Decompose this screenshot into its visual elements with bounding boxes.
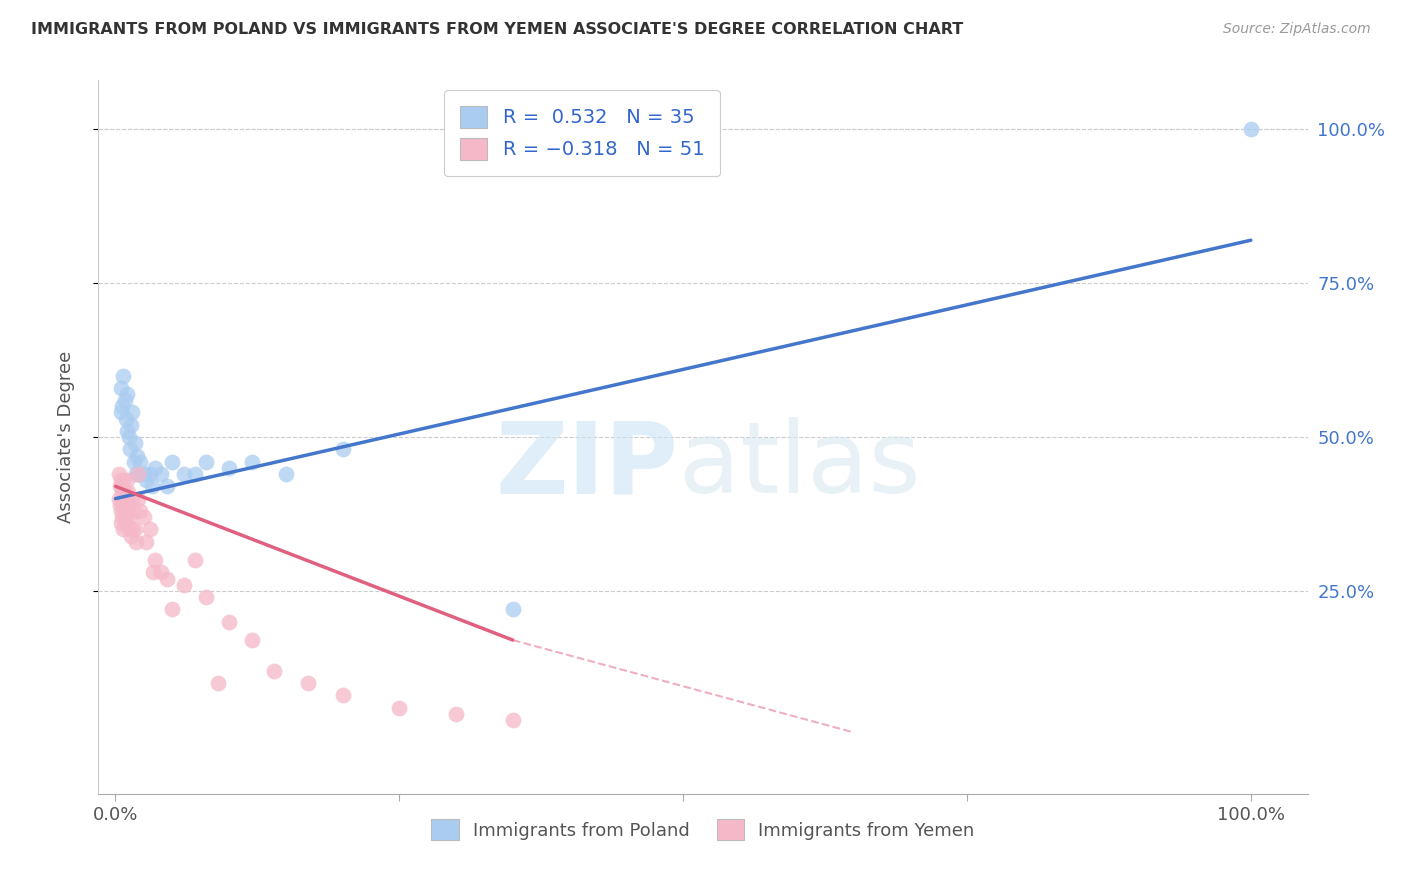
Point — [120, 528, 142, 542]
Point — [129, 455, 152, 469]
Point — [297, 676, 319, 690]
Point — [160, 455, 183, 469]
Point — [111, 400, 134, 414]
Point — [118, 522, 141, 536]
Point — [274, 467, 297, 481]
Point — [115, 473, 138, 487]
Point — [114, 411, 136, 425]
Point — [240, 455, 263, 469]
Point — [155, 479, 177, 493]
Point — [149, 467, 172, 481]
Point — [127, 491, 149, 506]
Point — [114, 516, 136, 531]
Point — [108, 491, 131, 506]
Point — [132, 467, 155, 481]
Point — [112, 498, 135, 512]
Point — [120, 417, 142, 432]
Point — [444, 706, 467, 721]
Point — [143, 553, 166, 567]
Point — [125, 534, 148, 549]
Legend: Immigrants from Poland, Immigrants from Yemen: Immigrants from Poland, Immigrants from … — [422, 810, 984, 849]
Text: Source: ZipAtlas.com: Source: ZipAtlas.com — [1223, 22, 1371, 37]
Point — [173, 467, 195, 481]
Point — [240, 633, 263, 648]
Point — [502, 602, 524, 616]
Point — [120, 510, 142, 524]
Point — [108, 498, 131, 512]
Text: atlas: atlas — [679, 417, 921, 514]
Point — [124, 522, 146, 536]
Point — [184, 467, 207, 481]
Point — [138, 467, 160, 481]
Y-axis label: Associate's Degree: Associate's Degree — [56, 351, 75, 524]
Point — [141, 479, 163, 493]
Point — [114, 393, 136, 408]
Point — [110, 473, 132, 487]
Point — [160, 602, 183, 616]
Point — [110, 516, 132, 531]
Point — [143, 460, 166, 475]
Point — [207, 676, 229, 690]
Point — [110, 381, 132, 395]
Point — [120, 442, 142, 457]
Point — [218, 460, 240, 475]
Point — [263, 664, 285, 678]
Point — [117, 485, 139, 500]
Point — [108, 467, 131, 481]
Point — [138, 522, 160, 536]
Point — [132, 510, 155, 524]
Point — [135, 534, 157, 549]
Point — [218, 615, 240, 629]
Text: IMMIGRANTS FROM POLAND VS IMMIGRANTS FROM YEMEN ASSOCIATE'S DEGREE CORRELATION C: IMMIGRANTS FROM POLAND VS IMMIGRANTS FRO… — [31, 22, 963, 37]
Point — [110, 405, 132, 419]
Point — [125, 449, 148, 463]
Point — [115, 387, 138, 401]
Point — [114, 510, 136, 524]
Point — [129, 504, 152, 518]
Point — [112, 522, 135, 536]
Point — [112, 368, 135, 383]
Point — [111, 485, 134, 500]
Point — [118, 498, 141, 512]
Point — [155, 572, 177, 586]
Point — [332, 442, 354, 457]
Point — [108, 479, 131, 493]
Point — [122, 504, 145, 518]
Point — [122, 455, 145, 469]
Point — [149, 566, 172, 580]
Point — [125, 467, 148, 481]
Point — [112, 473, 135, 487]
Point — [502, 713, 524, 727]
Point — [114, 491, 136, 506]
Point — [121, 491, 143, 506]
Point — [121, 405, 143, 419]
Point — [127, 467, 149, 481]
Point — [115, 504, 138, 518]
Point — [111, 510, 134, 524]
Point — [332, 689, 354, 703]
Point — [1240, 122, 1263, 136]
Point — [173, 578, 195, 592]
Point — [124, 436, 146, 450]
Point — [388, 700, 411, 714]
Text: ZIP: ZIP — [496, 417, 679, 514]
Point — [118, 430, 141, 444]
Point — [195, 590, 218, 604]
Point — [127, 467, 149, 481]
Point — [110, 504, 132, 518]
Point — [121, 522, 143, 536]
Point — [142, 566, 165, 580]
Point — [115, 424, 138, 438]
Point — [184, 553, 207, 567]
Point — [135, 473, 157, 487]
Point — [195, 455, 218, 469]
Point — [114, 485, 136, 500]
